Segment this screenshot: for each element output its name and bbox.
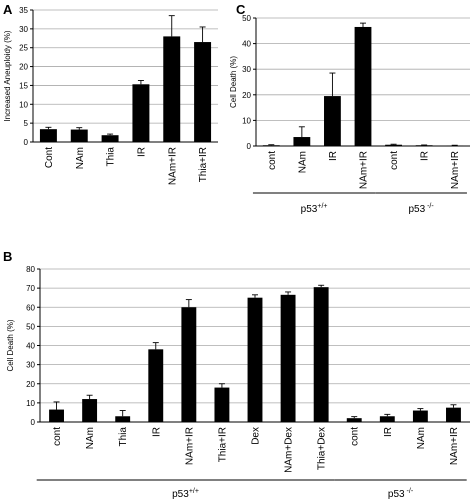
- y-tick-label: 30: [19, 25, 28, 34]
- x-tick-label: IR: [328, 151, 339, 161]
- y-tick-label: 40: [26, 342, 35, 351]
- bar-nam-ir: [446, 407, 461, 422]
- x-tick-label: cont: [267, 151, 278, 170]
- bar-nam-dex: [280, 294, 296, 422]
- x-tick-label: NAm+IR: [167, 147, 178, 185]
- bar-nam-ir: [163, 36, 181, 142]
- group-label: p53 -/-: [388, 488, 414, 500]
- x-tick-label: IR: [420, 151, 431, 161]
- x-tick-label: NAm+IR: [450, 151, 461, 189]
- bar-dex: [247, 297, 263, 422]
- y-tick-label: 30: [242, 65, 251, 74]
- x-tick-label: Thia+IR: [198, 147, 209, 182]
- y-tick-label: 35: [19, 6, 28, 15]
- x-tick-label: NAm: [416, 427, 427, 449]
- bar-cont: [262, 145, 280, 147]
- bar-ir: [324, 96, 341, 146]
- x-tick-label: NAm: [297, 151, 308, 173]
- bar-nam-ir: [446, 145, 464, 147]
- y-tick-label: 60: [26, 303, 35, 312]
- x-tick-label: IR: [383, 427, 394, 437]
- y-tick-label: 10: [242, 116, 251, 125]
- bar-cont: [385, 144, 402, 146]
- bar-nam-ir: [181, 307, 197, 422]
- x-tick-label: NAm+Dex: [284, 427, 295, 473]
- chart-panel-a: A 0 5 10 15 20 25 30 35 Increased Aneuploidy (%) C…: [3, 2, 218, 185]
- x-tick-label: NAm+IR: [359, 151, 370, 189]
- x-tick-label: NAm+IR: [449, 427, 460, 465]
- y-axis-label: Increased Aneuploidy (%): [3, 30, 12, 122]
- chart-panel-c: C 0 10 20 30 40 50 Cell Death (%) cont NAm IR NAm+I…: [229, 2, 470, 215]
- y-axis-label: Cell Death (%): [229, 56, 238, 108]
- y-tick-label: 25: [19, 44, 28, 53]
- panel-letter: B: [3, 249, 12, 264]
- y-tick-label: 5: [24, 119, 29, 128]
- y-tick-label: 50: [26, 322, 35, 331]
- y-tick-label: 10: [19, 100, 28, 109]
- x-tick-label: NAm+IR: [184, 427, 195, 465]
- x-tick-label: cont: [350, 427, 361, 446]
- bar-thia: [115, 416, 131, 422]
- bar-cont: [49, 409, 64, 422]
- x-tick-label: Thia+Dex: [317, 427, 328, 470]
- x-tick-label: Thia: [118, 427, 129, 447]
- x-tick-label: IR: [151, 427, 162, 437]
- y-tick-label: 50: [242, 14, 251, 23]
- y-tick-label: 40: [242, 40, 251, 49]
- y-tick-label: 20: [26, 380, 35, 389]
- y-tick-label: 20: [19, 63, 28, 72]
- y-tick-label: 10: [26, 399, 35, 408]
- y-tick-label: 15: [19, 81, 28, 90]
- bar-thia-ir: [194, 42, 212, 142]
- x-tick-label: Thia: [106, 147, 117, 167]
- panel-letter: A: [3, 2, 13, 17]
- group-label: p53+/+: [172, 488, 199, 500]
- bar-ir: [132, 84, 150, 142]
- y-tick-label: 20: [242, 91, 251, 100]
- bar-ir: [379, 416, 395, 422]
- x-tick-label: Cont: [44, 147, 55, 168]
- chart-panel-b: B 0 10 20 30 40 50 60 70 80 Cell Death (%) cont NAm T…: [3, 249, 470, 500]
- bar-nam: [70, 129, 88, 142]
- x-tick-label: NAm: [85, 427, 96, 449]
- y-tick-label: 30: [26, 361, 35, 370]
- y-tick-label: 80: [26, 265, 35, 274]
- bar-thia-dex: [313, 287, 329, 422]
- x-tick-label: Dex: [251, 427, 262, 445]
- bar-nam: [82, 399, 98, 422]
- bar-ir: [148, 349, 164, 422]
- panel-letter: C: [236, 2, 246, 17]
- bar-nam: [293, 137, 311, 146]
- y-tick-label: 0: [24, 138, 29, 147]
- group-label: p53 -/-: [408, 203, 434, 215]
- bar-cont: [39, 129, 57, 142]
- x-tick-label: cont: [389, 151, 400, 170]
- bar-thia-ir: [214, 387, 230, 422]
- y-axis-label: Cell Death (%): [6, 319, 15, 371]
- bar-ir: [415, 145, 433, 147]
- bar-nam: [412, 410, 428, 422]
- x-tick-label: cont: [52, 427, 63, 446]
- bar-cont: [346, 418, 362, 422]
- y-tick-label: 0: [31, 418, 36, 427]
- group-label: p53+/+: [301, 203, 328, 215]
- y-tick-label: 70: [26, 284, 35, 293]
- bar-nam-ir: [354, 26, 372, 146]
- x-tick-label: IR: [136, 147, 147, 157]
- y-tick-label: 0: [247, 142, 252, 151]
- x-tick-label: NAm: [75, 147, 86, 169]
- bar-thia: [101, 135, 119, 142]
- x-tick-label: Thia+IR: [217, 427, 228, 462]
